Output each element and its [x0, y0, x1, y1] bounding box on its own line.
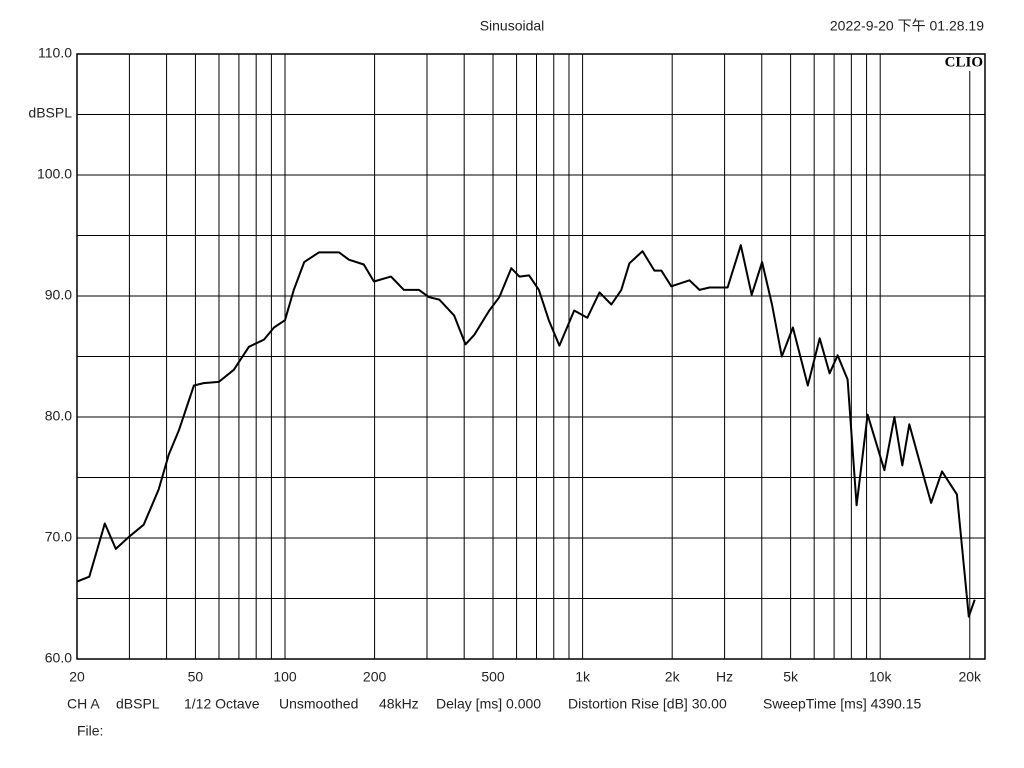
y-tick-label: 70.0 [45, 529, 72, 545]
x-tick-label: 100 [273, 669, 297, 685]
footer-item: 48kHz [379, 696, 419, 712]
x-tick-label: 500 [481, 669, 505, 685]
chart-title: Sinusoidal [480, 18, 545, 34]
footer-item: CH A [67, 696, 100, 712]
y-tick-label: 100.0 [37, 166, 72, 182]
file-label: File: [77, 723, 103, 739]
y-axis-label: dBSPL [28, 105, 72, 121]
footer-item: Delay [ms] 0.000 [436, 696, 541, 712]
x-tick-label: 2k [665, 669, 681, 685]
y-tick-label: 90.0 [45, 287, 72, 303]
footer-item: Unsmoothed [279, 696, 358, 712]
x-tick-label: Hz [716, 669, 733, 685]
footer-item: SweepTime [ms] 4390.15 [763, 696, 921, 712]
footer-item: Distortion Rise [dB] 30.00 [568, 696, 727, 712]
y-tick-label: 110.0 [38, 45, 72, 61]
x-tick-label: 1k [575, 669, 591, 685]
plot-frame [76, 53, 986, 660]
x-tick-label: 5k [783, 669, 799, 685]
x-tick-label: 20k [958, 669, 982, 685]
logo: CLIO [945, 54, 983, 70]
logo-bg [936, 55, 984, 71]
x-tick-label: 10k [869, 669, 893, 685]
footer-item: 1/12 Octave [184, 696, 260, 712]
x-tick-label: 20 [69, 669, 85, 685]
x-tick-label: 200 [363, 669, 387, 685]
y-tick-label: 60.0 [45, 650, 72, 666]
response-curve [76, 244, 976, 618]
footer-item: dBSPL [116, 696, 160, 712]
timestamp: 2022-9-20 下午 01.28.19 [830, 18, 984, 34]
x-tick-label: 50 [188, 669, 204, 685]
y-tick-label: 80.0 [45, 408, 72, 424]
